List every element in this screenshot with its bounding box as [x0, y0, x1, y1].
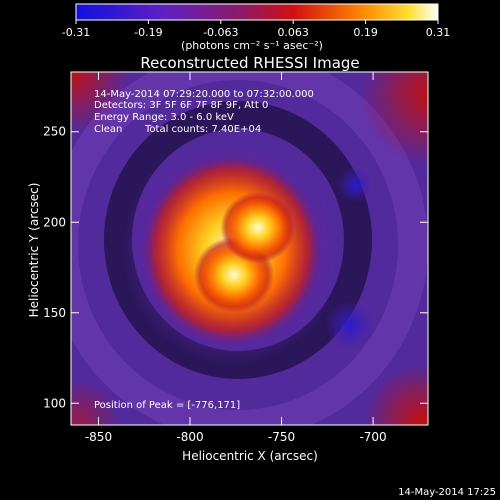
- time-range-label: 14-May-2014 07:29:20.000 to 07:32:00.000: [94, 89, 314, 100]
- y-tick-label: 100: [43, 396, 66, 410]
- x-axis-label: Heliocentric X (arcsec): [182, 449, 318, 463]
- colorbar-tick-label: 0.19: [353, 26, 378, 39]
- colorbar-tick-label: 0.31: [426, 26, 451, 39]
- x-axis-ticks: -850 -800 -750 -700: [85, 72, 387, 444]
- x-tick-label: -750: [268, 430, 295, 444]
- colorbar-tick-label: -0.063: [203, 26, 238, 39]
- total-counts-label: Total counts: 7.40E+04: [144, 124, 261, 135]
- colorbar-tick-label: -0.31: [62, 26, 90, 39]
- source-markers: [193, 192, 296, 313]
- y-tick-label: 150: [43, 306, 66, 320]
- peak-position-label: Position of Peak = [-776,171]: [94, 400, 240, 411]
- energy-range-label: Energy Range: 3.0 - 6.0 keV: [94, 112, 234, 123]
- timestamp-label: 14-May-2014 17:25: [398, 487, 496, 498]
- y-tick-label: 200: [43, 215, 66, 229]
- source-peak-1: [220, 192, 296, 264]
- y-axis-ticks: 100 150 200 250: [43, 125, 428, 410]
- colorbar-unit-label: (photons cm⁻² s⁻¹ asec⁻²): [181, 39, 323, 52]
- plot-frame: [70, 71, 429, 426]
- colorbar-ticks: -0.31 -0.19 -0.063 0.063 0.19 0.31: [62, 20, 450, 39]
- colorbar-tick-label: -0.19: [134, 26, 162, 39]
- clean-label: Clean: [94, 124, 122, 135]
- chart-title: Reconstructed RHESSI Image: [140, 54, 359, 72]
- y-axis-label: Heliocentric Y (arcsec): [27, 183, 41, 318]
- colorbar-tick-label: 0.063: [277, 26, 309, 39]
- x-tick-label: -850: [85, 430, 112, 444]
- x-tick-label: -800: [176, 430, 203, 444]
- detectors-label: Detectors: 3F 5F 6F 7F 8F 9F, Att 0: [94, 100, 268, 111]
- colorbar: [75, 3, 439, 21]
- x-tick-label: -700: [359, 430, 386, 444]
- y-tick-label: 250: [43, 125, 66, 139]
